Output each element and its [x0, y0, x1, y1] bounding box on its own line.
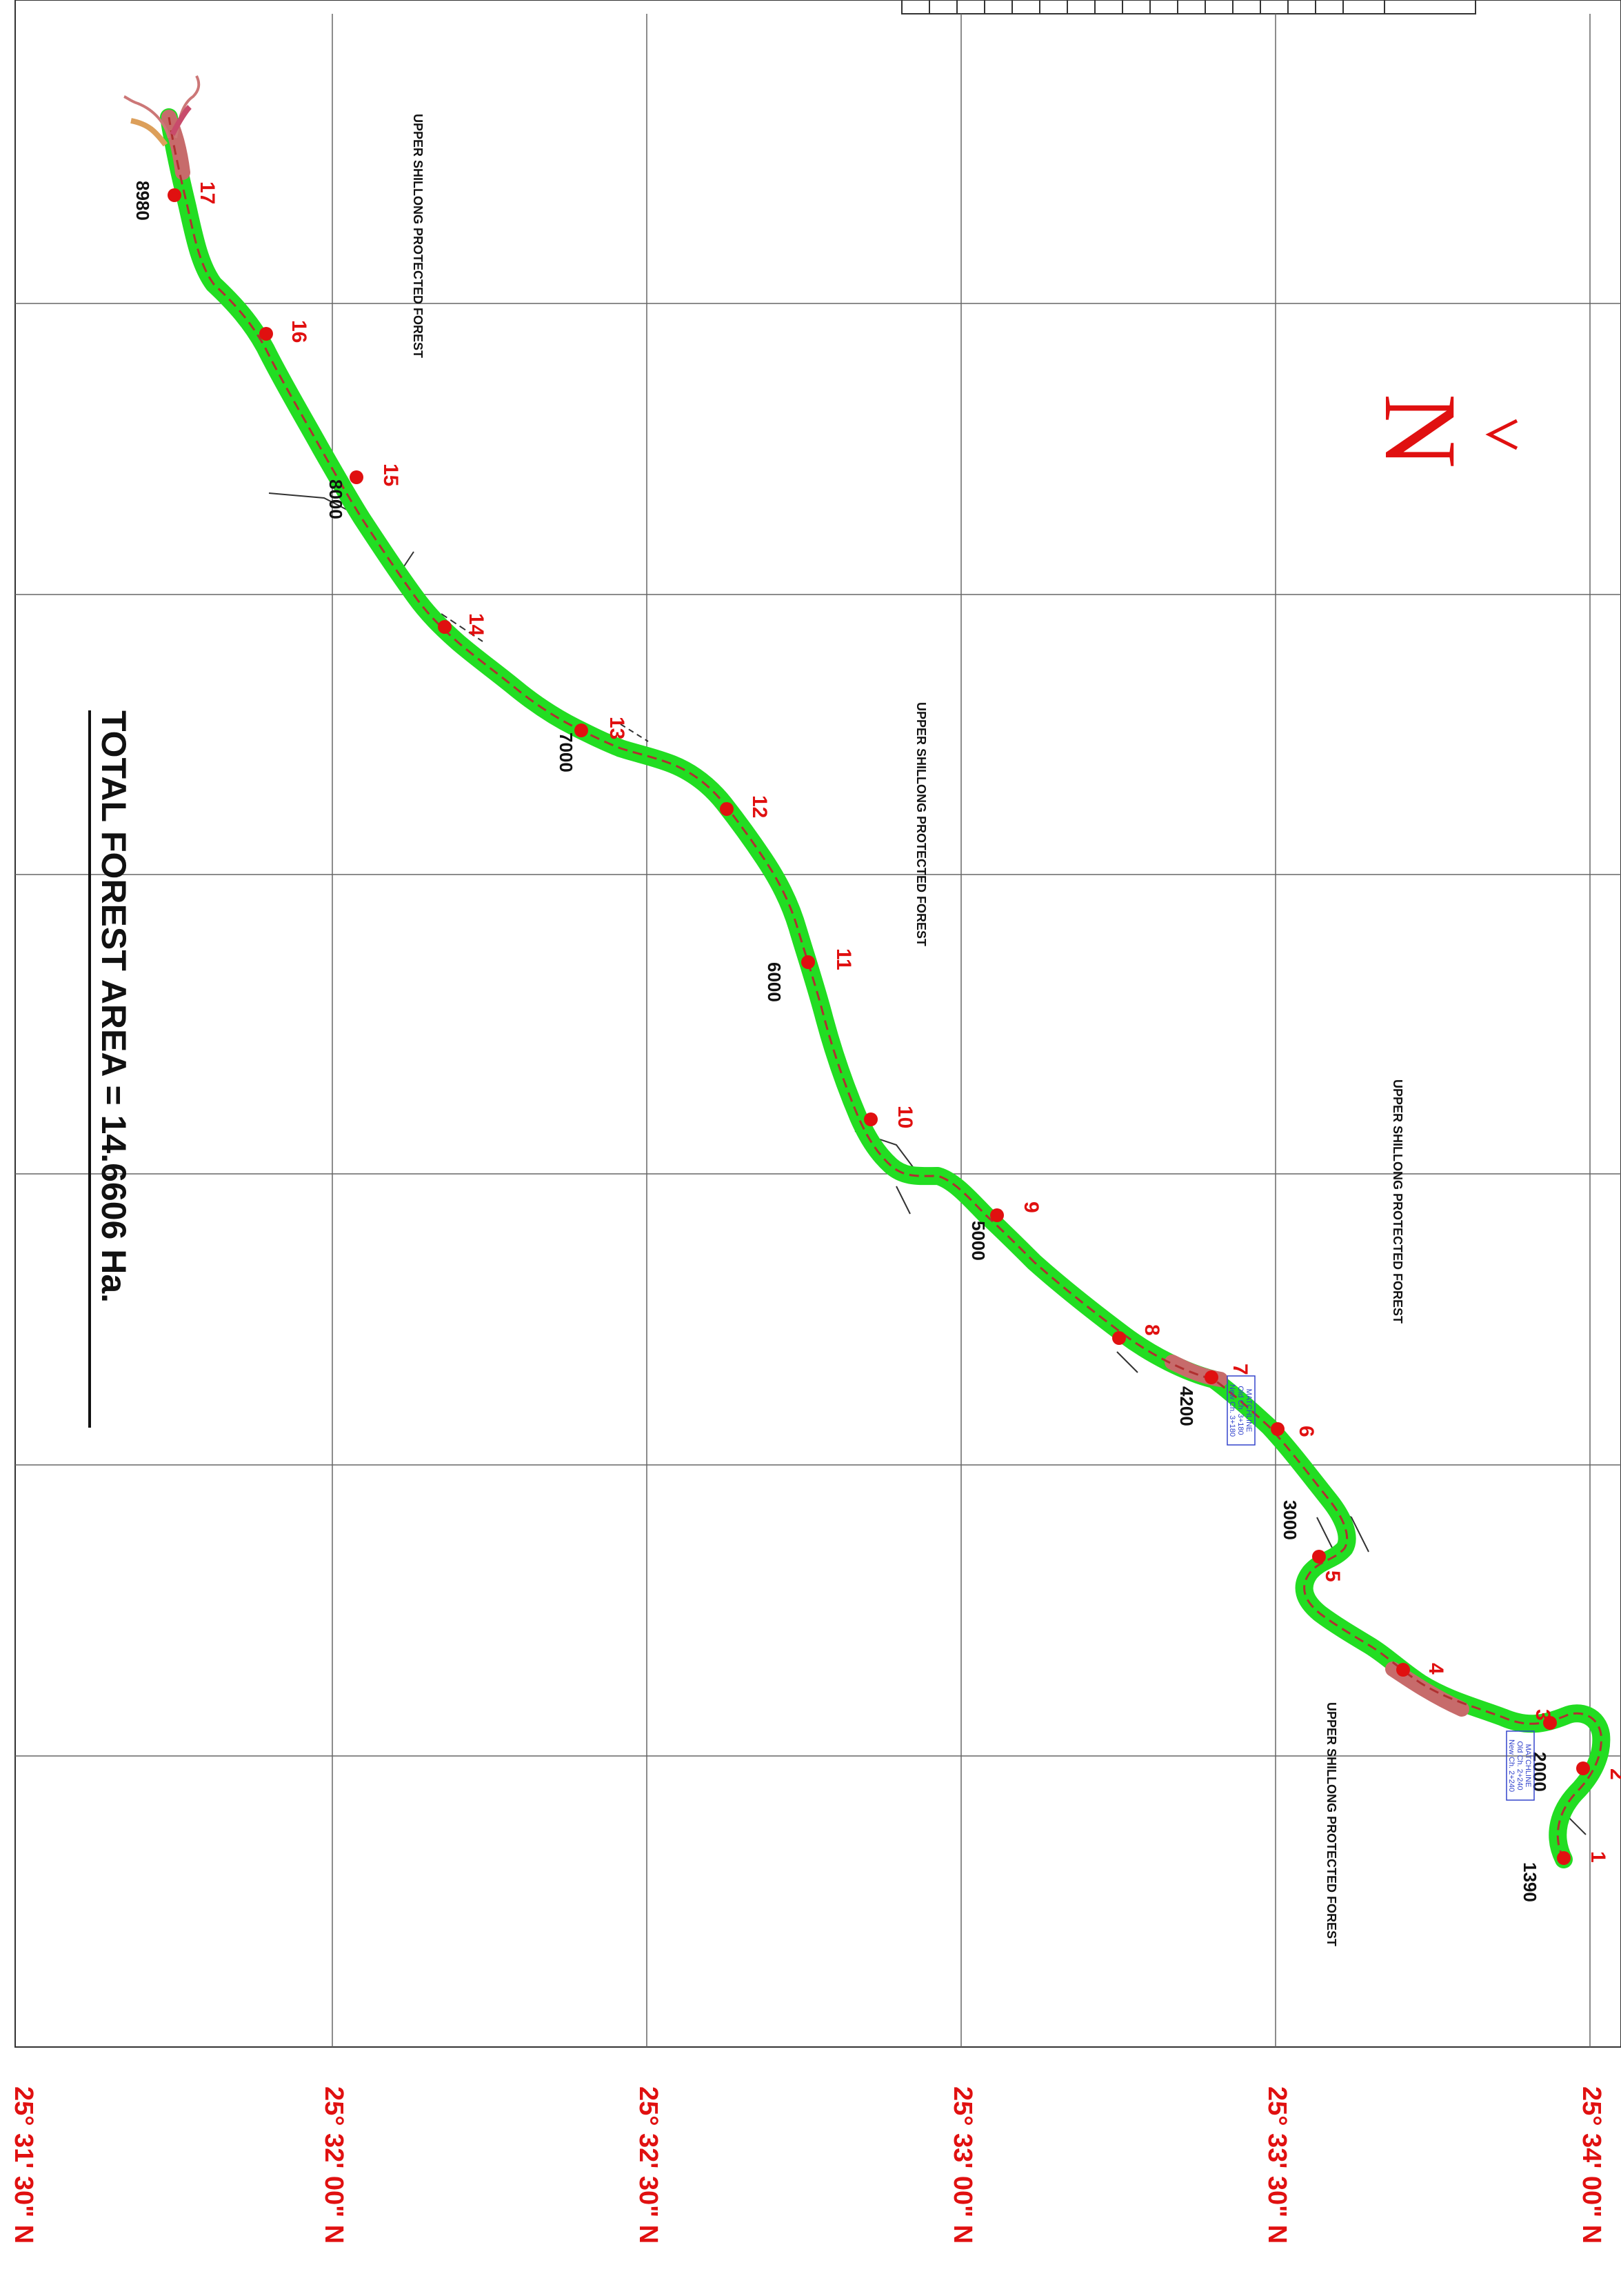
chainage-label-2000: 2000	[1529, 1752, 1550, 1792]
road-centerline	[168, 117, 1602, 1860]
forest-label-4: UPPER SHILLONG PROTECTED FOREST	[1325, 1702, 1338, 1946]
marker-number-15: 15	[379, 463, 402, 486]
chainage-label-8000: 8000	[325, 479, 346, 519]
marker-point-2	[1576, 1761, 1590, 1775]
marker-point-6	[1271, 1422, 1285, 1436]
latitude-label-5: 25° 33' 30" N	[1262, 2086, 1291, 2244]
marker-number-5: 5	[1321, 1570, 1344, 1582]
matchline-box-2: MATCHLINE Old Ch. 2+240 New Ch. 2+240	[1506, 1730, 1535, 1801]
chainage-label-5000: 5000	[968, 1221, 989, 1261]
marker-number-2: 2	[1606, 1768, 1621, 1780]
marker-point-13	[574, 723, 588, 737]
marker-number-14: 14	[465, 613, 487, 637]
marker-number-6: 6	[1295, 1426, 1318, 1437]
marker-point-9	[990, 1208, 1004, 1222]
matchline-2-old: Old Ch. 2+240	[1516, 1741, 1524, 1790]
latitude-label-2: 25° 32' 00" N	[319, 2086, 348, 2244]
matchline-1-old: Old Ch. 3+180	[1236, 1386, 1245, 1435]
matchline-2-new: New Ch. 2+240	[1507, 1739, 1516, 1792]
chainage-label-3000: 3000	[1280, 1500, 1300, 1540]
latitude-label-4: 25° 33' 00" N	[948, 2086, 977, 2244]
matchline-1-title: MATCHLINE	[1245, 1389, 1253, 1432]
marker-number-7: 7	[1229, 1364, 1251, 1375]
marker-number-12: 12	[748, 795, 771, 818]
grid-lines	[15, 14, 1621, 2047]
chainage-markers: 1234567891011121314151617139020003000420…	[132, 181, 1621, 1902]
marker-number-13: 13	[605, 717, 628, 739]
marker-point-1	[1557, 1851, 1571, 1865]
chainage-label-7000: 7000	[556, 732, 576, 772]
marker-point-17	[168, 188, 181, 202]
north-label: N	[1363, 394, 1478, 468]
marker-number-17: 17	[196, 181, 219, 204]
marker-point-16	[259, 327, 273, 341]
marker-number-16: 16	[288, 320, 310, 343]
marker-number-4: 4	[1424, 1663, 1447, 1675]
chainage-label-8980: 8980	[132, 181, 153, 221]
marker-number-8: 8	[1140, 1324, 1163, 1336]
marker-number-1: 1	[1587, 1851, 1609, 1863]
total-area-label: TOTAL FOREST AREA = 14.6606 Ha.	[94, 710, 133, 1303]
matchline-2-title: MATCHLINE	[1524, 1744, 1532, 1788]
forest-label-3: UPPER SHILLONG PROTECTED FOREST	[1391, 1079, 1404, 1324]
road-corridor	[165, 117, 1601, 1855]
marker-point-10	[864, 1112, 878, 1126]
chainage-label-6000: 6000	[764, 962, 785, 1002]
marker-point-5	[1312, 1550, 1326, 1564]
latitude-label-6: 25° 34' 00" N	[1577, 2086, 1606, 2244]
latitude-label-1: 25° 31' 30" N	[9, 2086, 38, 2244]
latitude-labels: 25° 31' 30" N 25° 32' 00" N 25° 32' 30" …	[9, 2086, 1606, 2244]
latitude-label-3: 25° 32' 30" N	[634, 2086, 663, 2244]
chainage-label-1390: 1390	[1520, 1862, 1540, 1902]
forest-label-2: UPPER SHILLONG PROTECTED FOREST	[914, 702, 928, 946]
marker-number-3: 3	[1531, 1709, 1554, 1721]
chainage-label-4200: 4200	[1176, 1386, 1197, 1426]
marker-point-7	[1205, 1370, 1218, 1384]
marker-number-9: 9	[1020, 1201, 1043, 1213]
side-roads	[268, 492, 1587, 1835]
marker-number-11: 11	[832, 948, 855, 970]
road-start-lines	[123, 75, 201, 147]
marker-point-11	[801, 955, 815, 969]
north-arrow-icon	[1485, 419, 1518, 450]
marker-point-12	[720, 802, 734, 816]
road-reddish-segments	[161, 110, 1469, 1717]
marker-point-14	[438, 620, 452, 634]
marker-number-10: 10	[894, 1106, 916, 1128]
map-frame	[14, 0, 1621, 2048]
forest-label-1: UPPER SHILLONG PROTECTED FOREST	[411, 114, 425, 358]
matchline-1-new: New Ch. 3+180	[1228, 1384, 1236, 1437]
marker-point-8	[1112, 1331, 1126, 1345]
road-green-band	[160, 108, 1611, 1868]
marker-point-4	[1396, 1663, 1410, 1677]
scale-bar	[901, 0, 1476, 14]
marker-point-15	[350, 470, 363, 484]
matchline-box-1: MATCHLINE Old Ch. 3+180 New Ch. 3+180	[1227, 1375, 1256, 1446]
marker-point-3	[1543, 1716, 1557, 1730]
